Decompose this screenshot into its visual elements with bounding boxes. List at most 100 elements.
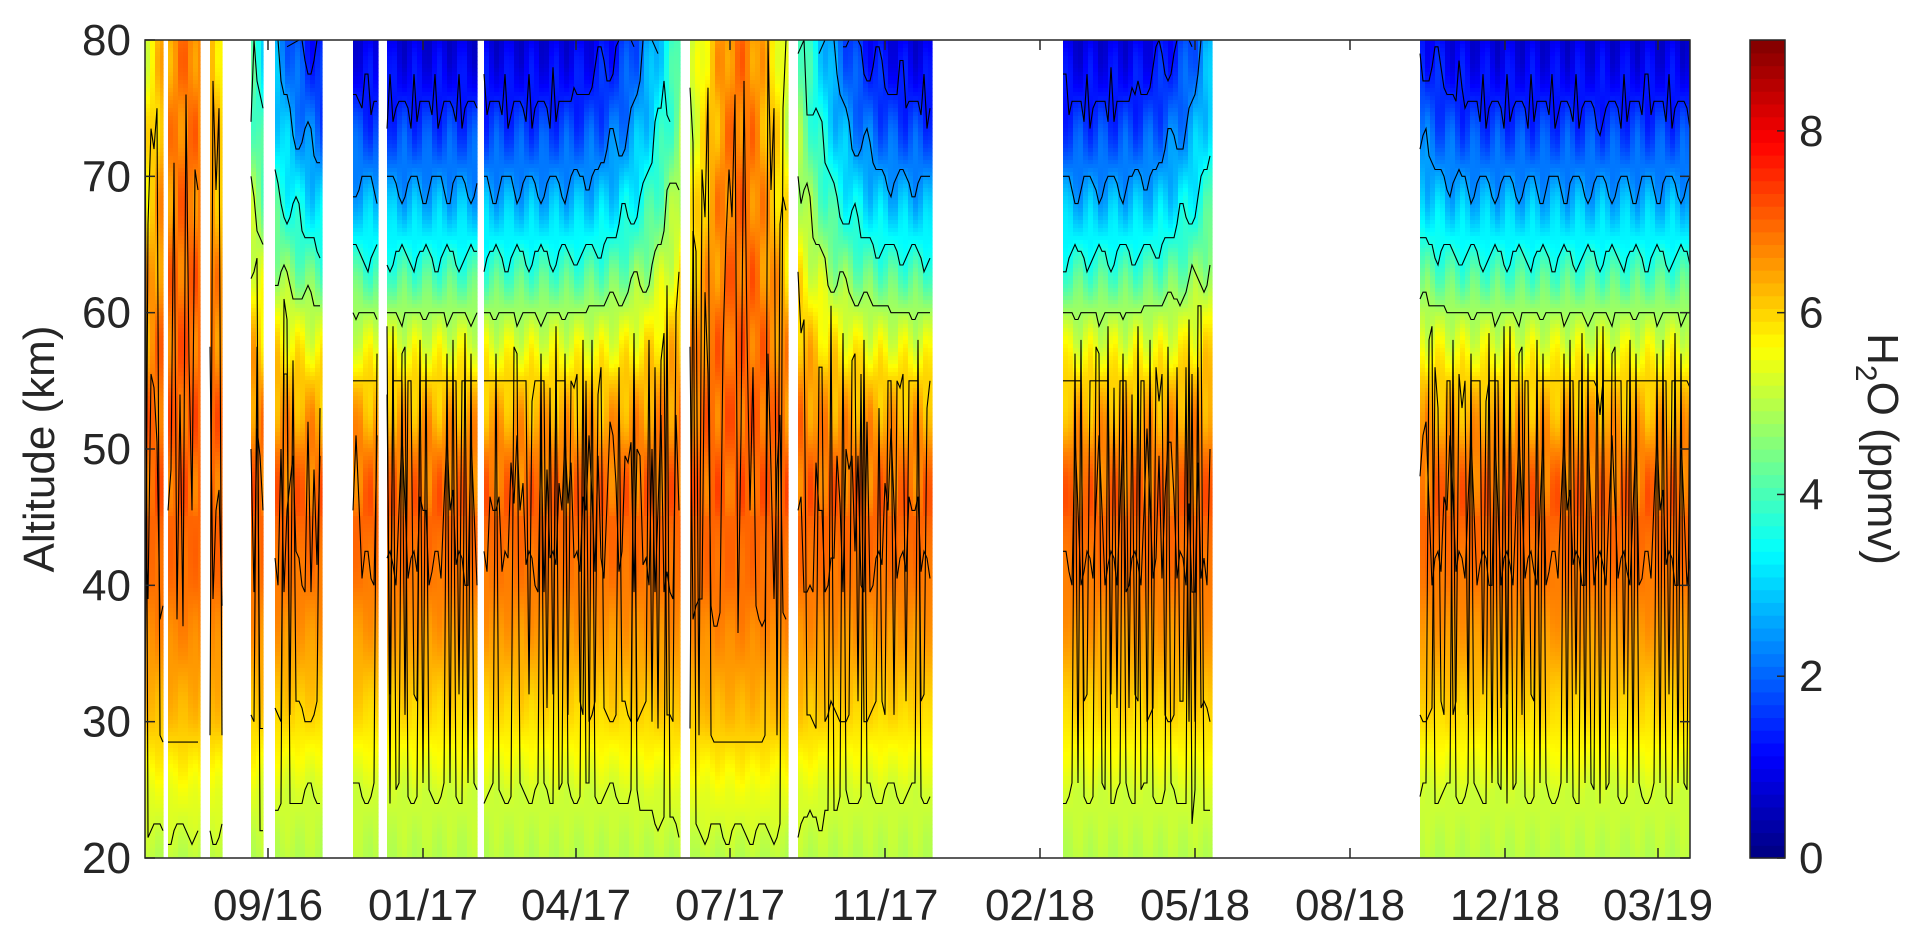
heatmap-cell	[261, 216, 264, 221]
heatmap-cell	[295, 388, 301, 393]
heatmap-cell	[310, 328, 316, 333]
heatmap-cell	[160, 812, 164, 817]
heatmap-cell	[210, 824, 216, 829]
heatmap-cell	[173, 792, 179, 797]
heatmap-cell	[290, 712, 296, 717]
heatmap-cell	[275, 312, 281, 317]
heatmap-cell	[198, 444, 201, 449]
heatmap-cell	[178, 184, 184, 189]
heatmap-cell	[160, 744, 164, 749]
heatmap-cell	[300, 492, 306, 497]
heatmap-cell	[178, 244, 184, 249]
heatmap-cell	[256, 788, 262, 793]
heatmap-cell	[305, 580, 311, 585]
heatmap-cell	[280, 220, 286, 225]
heatmap-cell	[275, 140, 281, 145]
heatmap-cell	[290, 680, 296, 685]
heatmap-cell	[168, 424, 174, 429]
heatmap-cell	[256, 200, 262, 205]
heatmap-cell	[310, 68, 316, 73]
heatmap-cell	[198, 280, 201, 285]
heatmap-cell	[198, 260, 201, 265]
heatmap-cell	[275, 836, 281, 841]
heatmap-cell	[198, 312, 201, 317]
heatmap-cell	[256, 52, 262, 57]
heatmap-cell	[220, 776, 223, 781]
heatmap-cell	[280, 648, 286, 653]
heatmap-cell	[300, 604, 306, 609]
heatmap-cell	[290, 172, 296, 177]
heatmap-cell	[193, 608, 199, 613]
heatmap-cell	[310, 224, 316, 229]
heatmap-cell	[150, 728, 156, 733]
heatmap-cell	[178, 716, 184, 721]
heatmap-cell	[295, 56, 301, 61]
heatmap-cell	[280, 596, 286, 601]
heatmap-cell	[183, 84, 189, 89]
heatmap-cell	[193, 592, 199, 597]
heatmap-cell	[168, 48, 174, 53]
heatmap-cell	[295, 268, 301, 273]
heatmap-cell	[275, 88, 281, 93]
heatmap-cell	[295, 240, 301, 245]
heatmap-cell	[275, 320, 281, 325]
heatmap-cell	[280, 160, 286, 165]
heatmap-cell	[193, 428, 199, 433]
heatmap-cell	[251, 812, 257, 817]
heatmap-cell	[256, 64, 262, 69]
heatmap-cell	[150, 776, 156, 781]
heatmap-cell	[251, 840, 257, 845]
heatmap-cell	[178, 408, 184, 413]
heatmap-cell	[193, 564, 199, 569]
heatmap-cell	[198, 704, 201, 709]
heatmap-cell	[150, 112, 156, 117]
heatmap-cell	[198, 556, 201, 561]
heatmap-cell	[210, 708, 216, 713]
heatmap-cell	[295, 316, 301, 321]
heatmap-cell	[188, 116, 194, 121]
heatmap-cell	[210, 780, 216, 785]
heatmap-cell	[305, 340, 311, 345]
heatmap-cell	[160, 76, 164, 81]
heatmap-cell	[193, 76, 199, 81]
heatmap-cell	[300, 340, 306, 345]
heatmap-cell	[193, 648, 199, 653]
heatmap-cell	[150, 548, 156, 553]
heatmap-cell	[275, 604, 281, 609]
heatmap-cell	[290, 104, 296, 109]
heatmap-cell	[198, 468, 201, 473]
heatmap-cell	[290, 340, 296, 345]
heatmap-cell	[173, 152, 179, 157]
heatmap-cell	[198, 436, 201, 441]
heatmap-cell	[155, 396, 161, 401]
heatmap-cell	[295, 744, 301, 749]
heatmap-cell	[275, 588, 281, 593]
heatmap-cell	[173, 780, 179, 785]
heatmap-cell	[295, 72, 301, 77]
heatmap-cell	[168, 632, 174, 637]
heatmap-cell	[290, 256, 296, 261]
heatmap-cell	[261, 444, 264, 449]
heatmap-cell	[261, 204, 264, 209]
heatmap-cell	[280, 124, 286, 129]
heatmap-cell	[198, 416, 201, 421]
heatmap-cell	[193, 424, 199, 429]
heatmap-cell	[261, 768, 264, 773]
heatmap-cell	[168, 196, 174, 201]
heatmap-cell	[220, 84, 223, 89]
heatmap-cell	[220, 240, 223, 245]
heatmap-cell	[251, 204, 257, 209]
heatmap-cell	[155, 432, 161, 437]
heatmap-cell	[290, 764, 296, 769]
heatmap-cell	[215, 468, 221, 473]
heatmap-cell	[183, 360, 189, 365]
heatmap-cell	[275, 244, 281, 249]
heatmap-cell	[305, 412, 311, 417]
heatmap-cell	[285, 184, 291, 189]
heatmap-cell	[310, 276, 316, 281]
heatmap-cell	[275, 764, 281, 769]
heatmap-cell	[178, 328, 184, 333]
heatmap-cell	[173, 684, 179, 689]
heatmap-cell	[178, 724, 184, 729]
heatmap-cell	[261, 340, 264, 345]
